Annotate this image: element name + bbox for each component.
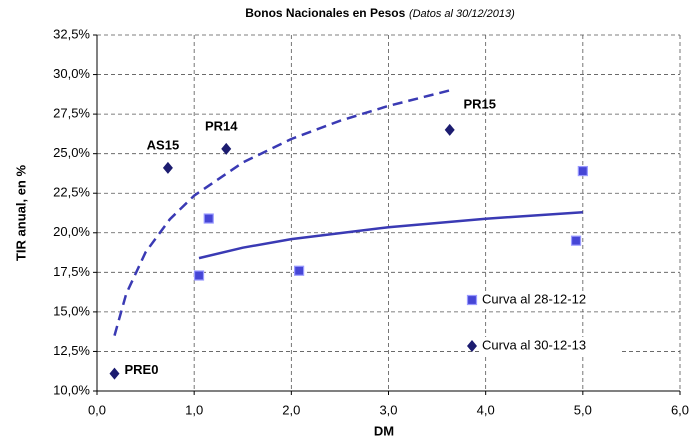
point [109,367,120,380]
y-tick-label: 20,0% [53,224,90,239]
y-tick-label: 17,5% [53,264,90,279]
chart-title: Bonos Nacionales en Pesos [245,6,405,20]
point [444,123,455,136]
y-tick-label: 25,0% [53,145,90,160]
point-label: AS15 [147,137,180,152]
point-label: PR15 [463,96,496,111]
chart-title-group: Bonos Nacionales en Pesos (Datos al 30/1… [245,5,515,20]
point-label: PR14 [205,118,238,133]
point-label: PRE0 [124,362,158,377]
x-axis-label: DM [374,423,394,438]
legend-bg [481,291,621,309]
point [294,265,305,276]
legend-label: Curva al 28-12-12 [482,291,586,306]
point [221,142,232,155]
y-tick-label: 27,5% [53,106,90,121]
y-tick-label: 30,0% [53,66,90,81]
y-tick-label: 10,0% [53,382,90,397]
y-tick-label: 12,5% [53,343,90,358]
point [577,165,588,177]
legend-label: Curva al 30-12-13 [482,337,586,352]
point [162,161,173,174]
trendline [113,89,451,336]
x-tick-label: 0,0 [88,402,106,417]
y-tick-label: 32,5% [53,26,90,41]
x-tick-label: 5,0 [574,402,592,417]
chart-subtitle: (Datos al 30/12/2013) [409,8,515,20]
x-tick-label: 2,0 [282,402,300,417]
legend-marker [466,294,478,306]
legend-marker [467,340,477,352]
point [203,213,214,224]
x-tick-label: 4,0 [477,402,495,417]
x-tick-label: 3,0 [379,402,397,417]
x-tick-label: 6,0 [671,402,689,417]
legend-bg [481,337,621,355]
point [193,270,205,281]
x-tick-label: 1,0 [185,402,203,417]
y-tick-label: 15,0% [53,303,90,318]
point [570,235,582,246]
y-tick-label: 22,5% [53,185,90,200]
trendline [198,210,583,260]
y-axis-label: TIR anual, en % [13,165,28,262]
